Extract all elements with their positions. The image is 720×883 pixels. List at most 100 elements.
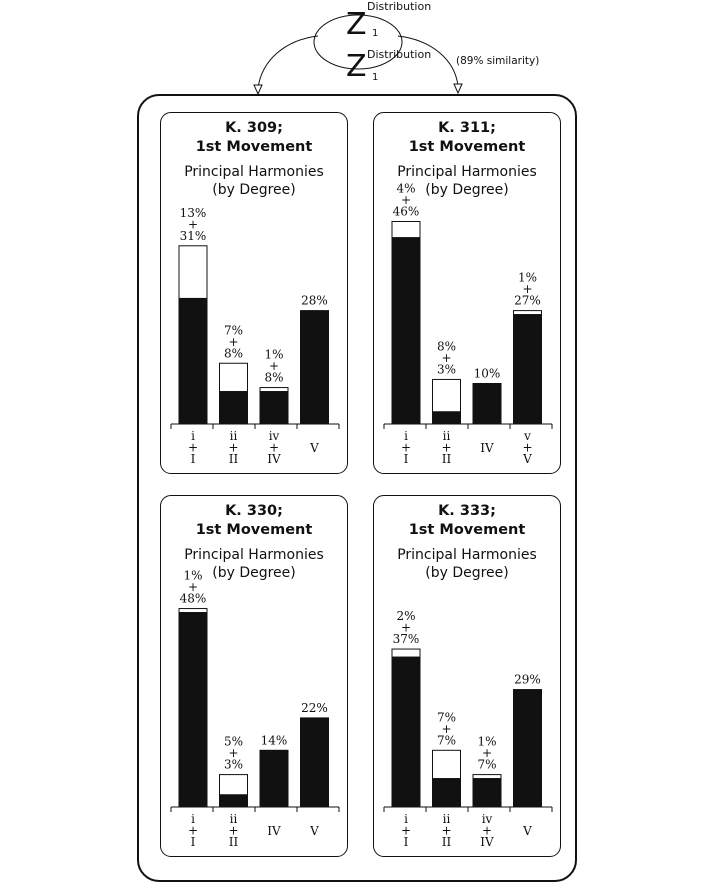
- data-label: 22%: [301, 701, 328, 715]
- data-label: 1%: [183, 569, 202, 583]
- category-label: +: [522, 441, 532, 455]
- category-label: II: [229, 452, 239, 466]
- category-label: ii: [443, 429, 451, 443]
- category-label: I: [191, 835, 196, 849]
- category-label: i: [404, 429, 408, 443]
- category-label: i: [191, 429, 195, 443]
- z-subscript-lower: 1: [372, 72, 378, 83]
- panel-title-line2: 1st Movement: [195, 139, 313, 155]
- category-label: ii: [230, 812, 238, 826]
- data-label: 31%: [180, 229, 207, 243]
- category-label: v: [523, 429, 531, 443]
- distribution-diagram: Z 1 Distribution Z 1 Distribution (89% s…: [253, 0, 539, 96]
- bar-lower-segment: [178, 297, 208, 425]
- category-label: IV: [480, 441, 494, 455]
- chart-panel-k309: K. 309; 1st Movement Principal Harmonies…: [160, 112, 348, 474]
- bar-lower-segment: [513, 314, 542, 425]
- category-label: IV: [267, 452, 281, 466]
- panel-subtitle-line2: (by Degree): [425, 182, 509, 198]
- chart-panel-k330: K. 330; 1st Movement Principal Harmonies…: [160, 495, 348, 857]
- category-label: +: [441, 824, 451, 838]
- category-label: I: [404, 452, 409, 466]
- bar-upper-segment: [391, 221, 421, 239]
- data-label: 1%: [477, 735, 496, 749]
- data-label: 7%: [437, 733, 456, 747]
- data-label: 7%: [224, 323, 243, 337]
- data-label: 3%: [437, 362, 456, 376]
- bar-lower-segment: [391, 237, 421, 425]
- bar-upper-segment: [219, 362, 248, 393]
- category-label: ii: [230, 429, 238, 443]
- category-label: IV: [267, 824, 281, 838]
- category-label: II: [442, 452, 452, 466]
- bar-upper-segment: [513, 310, 542, 316]
- data-label: 10%: [474, 367, 501, 381]
- data-label: 5%: [224, 735, 243, 749]
- data-label: +: [441, 722, 451, 736]
- z-subscript-upper: 1: [372, 28, 378, 39]
- category-label: +: [401, 441, 411, 455]
- category-label: IV: [480, 835, 494, 849]
- bar-upper-segment: [178, 245, 208, 299]
- panel-subtitle-line2: (by Degree): [425, 565, 509, 581]
- data-label: 1%: [518, 271, 537, 285]
- right-arrow-curve: [397, 35, 459, 87]
- distribution-loop: [313, 14, 403, 70]
- bar-upper-segment: [259, 387, 289, 393]
- category-label: II: [442, 835, 452, 849]
- bar-lower-segment: [300, 717, 329, 808]
- category-label: ii: [443, 812, 451, 826]
- bar-upper-segment: [432, 749, 461, 780]
- bar-lower-segment: [432, 411, 461, 425]
- bar-lower-segment: [513, 689, 542, 808]
- data-label: 14%: [261, 733, 288, 747]
- bar-lower-segment: [432, 778, 461, 808]
- data-label: 48%: [180, 592, 207, 606]
- category-label: I: [191, 452, 196, 466]
- distribution-label-lower: Distribution: [367, 48, 431, 61]
- data-label: 7%: [437, 710, 456, 724]
- bar-lower-segment: [391, 656, 421, 808]
- right-arrowhead: [453, 83, 463, 95]
- data-label: 27%: [514, 294, 541, 308]
- data-label: +: [228, 335, 238, 349]
- panel-title-line1: K. 309;: [225, 120, 283, 136]
- data-label: 1%: [264, 348, 283, 362]
- bar-lower-segment: [300, 310, 329, 425]
- data-label: +: [401, 621, 411, 635]
- category-label: II: [229, 835, 239, 849]
- category-label: i: [404, 812, 408, 826]
- panel-title-line2: 1st Movement: [408, 522, 526, 538]
- data-label: +: [188, 217, 198, 231]
- category-label: +: [228, 824, 238, 838]
- panel-subtitle-line2: (by Degree): [212, 565, 296, 581]
- category-label: +: [482, 824, 492, 838]
- bar-lower-segment: [178, 612, 208, 808]
- category-label: +: [228, 441, 238, 455]
- panel-subtitle-line1: Principal Harmonies: [397, 164, 537, 180]
- data-label: 46%: [393, 205, 420, 219]
- category-label: I: [404, 835, 409, 849]
- category-label: iv: [269, 429, 280, 443]
- data-label: 13%: [180, 206, 207, 220]
- bar-lower-segment: [472, 383, 502, 425]
- panel-title-line1: K. 330;: [225, 503, 283, 519]
- category-label: +: [188, 441, 198, 455]
- similarity-note: (89% similarity): [456, 55, 539, 67]
- panel-subtitle-line1: Principal Harmonies: [184, 164, 324, 180]
- data-label: 2%: [396, 609, 415, 623]
- data-label: 29%: [514, 673, 541, 687]
- category-label: +: [188, 824, 198, 838]
- data-label: +: [401, 193, 411, 207]
- data-label: +: [441, 351, 451, 365]
- z-symbol-lower: Z: [346, 49, 367, 84]
- category-label: +: [401, 824, 411, 838]
- data-label: 28%: [301, 294, 328, 308]
- data-label: 8%: [437, 339, 456, 353]
- data-label: 37%: [393, 632, 420, 646]
- category-label: V: [309, 441, 319, 455]
- bar-lower-segment: [219, 794, 248, 808]
